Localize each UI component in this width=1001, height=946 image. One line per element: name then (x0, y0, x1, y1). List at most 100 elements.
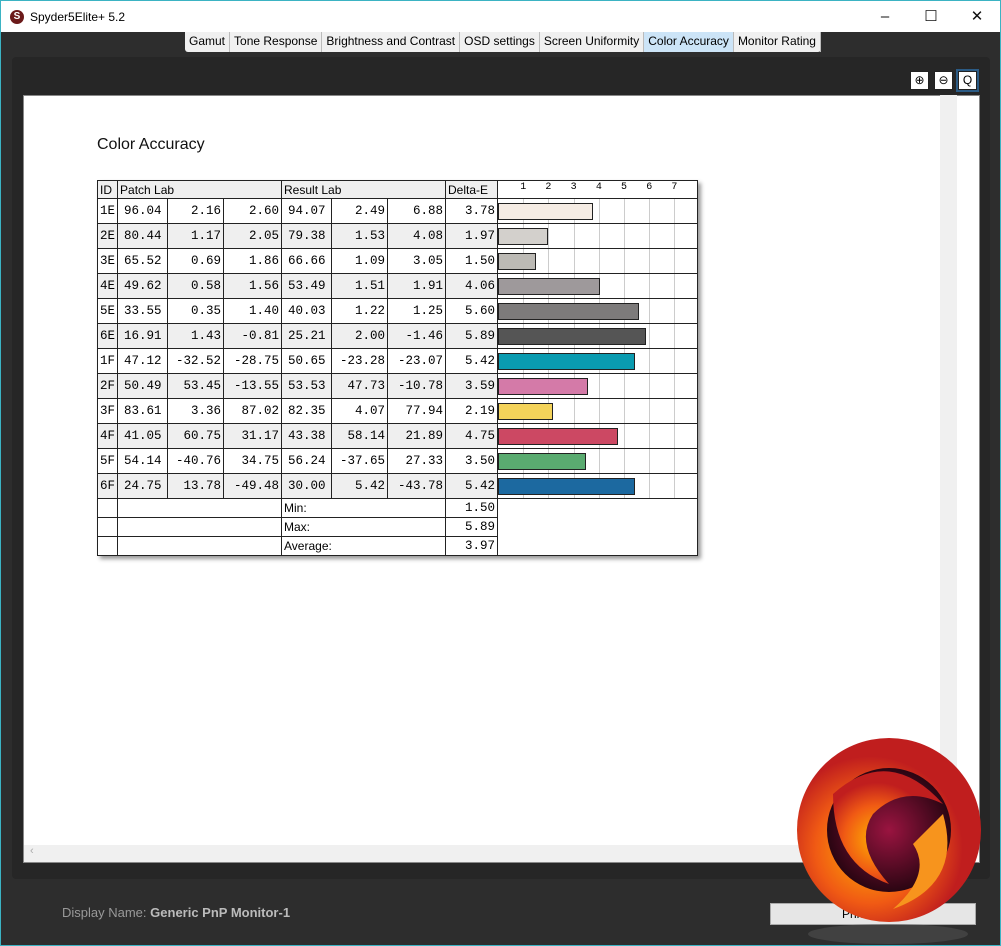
zoom-fit-icon[interactable]: Q (956, 69, 979, 92)
patch-id: 6F (96, 473, 119, 499)
patch-id: 1F (96, 348, 119, 374)
result-lab-value: 27.33 (387, 448, 447, 474)
delta-e-bar (498, 253, 536, 270)
bar-cell (497, 323, 699, 349)
result-lab-value: 3.05 (387, 248, 447, 274)
result-lab-value: 1.09 (331, 248, 389, 274)
patch-lab-value: 31.17 (223, 423, 283, 449)
table-row: 1E 96.04 2.16 2.60 94.07 2.49 6.88 3.78 (96, 198, 699, 224)
tab-screen-uniformity[interactable]: Screen Uniformity (540, 32, 645, 52)
result-lab-value: 47.73 (331, 373, 389, 399)
patch-id: 3F (96, 398, 119, 424)
result-lab-value: 21.89 (387, 423, 447, 449)
patch-id: 2E (96, 223, 119, 249)
bar-cell (497, 473, 699, 499)
delta-e-bar (498, 278, 601, 295)
table-row: 2F 50.49 53.45 -13.55 53.53 47.73 -10.78 3.59 (96, 373, 699, 399)
patch-id: 2F (96, 373, 119, 399)
bar-cell (497, 448, 699, 474)
result-lab-value: 4.07 (331, 398, 389, 424)
report-title: Color Accuracy (97, 136, 205, 153)
result-lab-value: -1.46 (387, 323, 447, 349)
patch-lab-value: 53.45 (167, 373, 225, 399)
display-name: Display Name: Generic PnP Monitor-1 (62, 905, 290, 920)
result-lab-value: -10.78 (387, 373, 447, 399)
patch-lab-value: -28.75 (223, 348, 283, 374)
tab-tone-response[interactable]: Tone Response (230, 32, 323, 52)
vertical-scrollbar[interactable] (940, 95, 957, 845)
delta-e-value: 1.50 (445, 248, 499, 274)
patch-lab-value: 80.44 (117, 223, 169, 249)
delta-e-bar (498, 328, 647, 345)
result-lab-value: 1.25 (387, 298, 447, 324)
patch-lab-value: 1.17 (167, 223, 225, 249)
header-result-lab: Result Lab (281, 180, 447, 199)
patch-id: 4F (96, 423, 119, 449)
tab-brightness-and-contrast[interactable]: Brightness and Contrast (322, 32, 461, 52)
result-lab-value: 2.49 (331, 198, 389, 224)
maximize-button[interactable]: ☐ (924, 8, 938, 25)
tab-gamut[interactable]: Gamut (185, 32, 231, 52)
summary-row: Average: 3.97 (96, 536, 698, 556)
delta-e-bar (498, 478, 635, 495)
patch-lab-value: -0.81 (223, 323, 283, 349)
patch-lab-value: 0.58 (167, 273, 225, 299)
patch-lab-value: 1.43 (167, 323, 225, 349)
result-lab-value: 1.53 (331, 223, 389, 249)
patch-id: 5E (96, 298, 119, 324)
patch-lab-value: 33.55 (117, 298, 169, 324)
patch-lab-value: 54.14 (117, 448, 169, 474)
patch-lab-value: 87.02 (223, 398, 283, 424)
patch-id: 5F (96, 448, 119, 474)
patch-lab-value: 1.40 (223, 298, 283, 324)
patch-lab-value: -49.48 (223, 473, 283, 499)
axis-tick: 5 (621, 182, 628, 193)
delta-e-bar (498, 303, 640, 320)
delta-e-value: 3.50 (445, 448, 499, 474)
axis-tick: 4 (595, 182, 602, 193)
patch-lab-value: 41.05 (117, 423, 169, 449)
tab-color-accuracy[interactable]: Color Accuracy (644, 32, 734, 52)
bar-cell (497, 423, 699, 449)
delta-e-value: 4.75 (445, 423, 499, 449)
delta-e-bar (498, 378, 589, 395)
patch-lab-value: -13.55 (223, 373, 283, 399)
result-lab-value: 2.00 (331, 323, 389, 349)
result-lab-value: 77.94 (387, 398, 447, 424)
table-row: 2E 80.44 1.17 2.05 79.38 1.53 4.08 1.97 (96, 223, 699, 249)
result-lab-value: 82.35 (281, 398, 333, 424)
minimize-button[interactable]: – (880, 8, 890, 25)
delta-e-bar (498, 228, 548, 245)
delta-e-bar (498, 453, 587, 470)
horizontal-scrollbar[interactable]: ‹ (24, 845, 940, 862)
patch-lab-value: 1.56 (223, 273, 283, 299)
table-row: 4F 41.05 60.75 31.17 43.38 58.14 21.89 4.75 (96, 423, 699, 449)
zoom-toolbar: ⊕ ⊖ Q (910, 69, 979, 92)
result-lab-value: 1.22 (331, 298, 389, 324)
table-row: 6F 24.75 13.78 -49.48 30.00 5.42 -43.78 5.42 (96, 473, 699, 499)
summary-label: Max: (281, 517, 447, 537)
result-lab-value: 30.00 (281, 473, 333, 499)
window-title: Spyder5Elite+ 5.2 (30, 9, 126, 24)
tab-monitor-rating[interactable]: Monitor Rating (734, 32, 821, 52)
zoom-in-icon[interactable]: ⊕ (910, 71, 929, 90)
report-page: Color Accuracy ID Patch Lab Result Lab D… (23, 95, 980, 863)
delta-e-value: 5.42 (445, 473, 499, 499)
patch-lab-value: 2.60 (223, 198, 283, 224)
patch-lab-value: 13.78 (167, 473, 225, 499)
result-lab-value: 53.49 (281, 273, 333, 299)
table-row: 4E 49.62 0.58 1.56 53.49 1.51 1.91 4.06 (96, 273, 699, 299)
result-lab-value: -23.28 (331, 348, 389, 374)
patch-lab-value: -32.52 (167, 348, 225, 374)
result-lab-value: 53.53 (281, 373, 333, 399)
delta-e-value: 5.89 (445, 323, 499, 349)
tab-osd-settings[interactable]: OSD settings (460, 32, 540, 52)
close-button[interactable]: ✕ (970, 8, 984, 25)
bar-cell (497, 298, 699, 324)
bar-cell (497, 198, 699, 224)
patch-lab-value: 16.91 (117, 323, 169, 349)
result-lab-value: 56.24 (281, 448, 333, 474)
delta-e-value: 5.42 (445, 348, 499, 374)
zoom-out-icon[interactable]: ⊖ (934, 71, 953, 90)
